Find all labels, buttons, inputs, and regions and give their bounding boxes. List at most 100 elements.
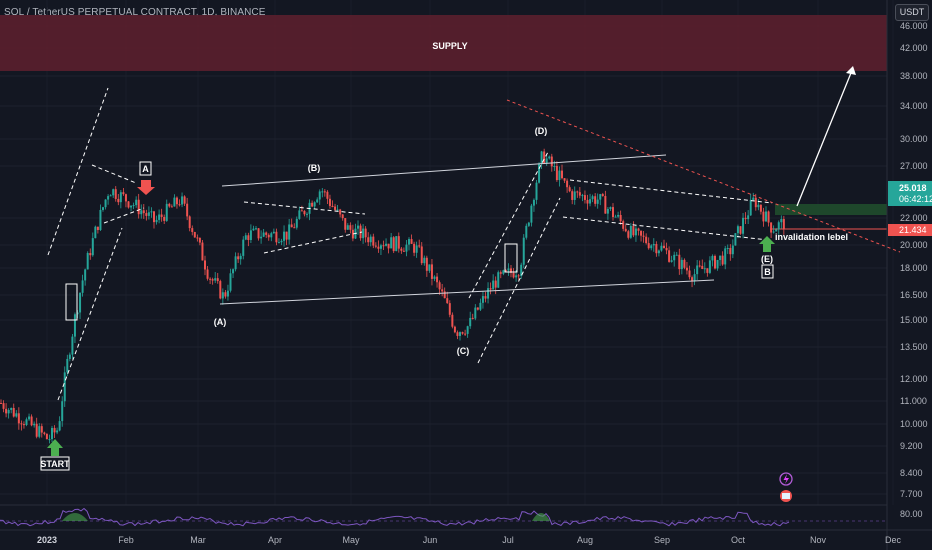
candle-body	[701, 265, 704, 270]
projection-arrowhead	[846, 66, 856, 75]
candle-body	[583, 195, 586, 200]
candle-body	[525, 225, 528, 238]
candle-body	[351, 229, 354, 239]
candle-body	[219, 281, 222, 299]
currency-button[interactable]: USDT	[895, 4, 929, 21]
time-tick-label: Sep	[654, 535, 670, 545]
supply-zone	[0, 15, 887, 71]
candle-body	[193, 231, 196, 238]
wave-a-box	[139, 161, 152, 176]
candle-body	[214, 278, 217, 281]
candle-body	[451, 314, 454, 327]
candle-body	[777, 222, 780, 230]
candle-body	[191, 228, 194, 232]
candle-body	[79, 292, 82, 313]
candle-body	[642, 235, 645, 237]
candle-body	[234, 256, 237, 270]
candle-body	[599, 194, 602, 200]
candle-body	[91, 238, 94, 256]
candle-body	[711, 255, 714, 261]
candle-body	[153, 211, 155, 223]
candle-body	[448, 303, 451, 315]
candle-body	[683, 259, 686, 268]
candle-body	[663, 245, 665, 249]
c-d-lower-dash	[477, 197, 561, 364]
invalidation-price: 21.434	[899, 225, 927, 235]
start-box	[40, 456, 70, 471]
candle-body	[619, 214, 622, 222]
candle-body	[520, 264, 523, 277]
candle-body	[140, 210, 143, 215]
candle-body	[589, 199, 592, 204]
time-tick-label: 2023	[37, 535, 57, 545]
time-axis[interactable]: 2023 Feb Mar Apr May Jun Jul Aug Sep Oct Nov Dec	[37, 535, 902, 545]
candle-body	[487, 288, 490, 299]
price-countdown: 06:42:12	[899, 194, 932, 204]
candle-body	[609, 207, 612, 209]
candle-body	[612, 207, 614, 218]
candle-body	[336, 209, 339, 211]
candle-body	[433, 276, 436, 279]
wave-E-label: (E)	[761, 254, 773, 264]
candle-body	[752, 197, 755, 200]
time-tick-label: Jun	[423, 535, 438, 545]
candle-body	[306, 213, 308, 215]
candle-body	[290, 224, 293, 228]
candle-body	[578, 192, 581, 196]
candle-body	[481, 296, 484, 303]
time-tick-label: Dec	[885, 535, 902, 545]
candle-body	[150, 211, 153, 213]
candle-body	[410, 239, 413, 244]
candle-body	[255, 228, 257, 230]
candle-body	[563, 178, 566, 181]
candle-body	[586, 199, 589, 204]
candle-body	[186, 203, 189, 217]
candle-body	[515, 275, 518, 278]
candle-body	[479, 302, 482, 310]
candle-body	[344, 218, 347, 230]
candle-body	[453, 326, 456, 333]
candle-body	[504, 270, 507, 272]
price-axis[interactable]: 46.000 42.000 38.000 34.000 30.000 27.000 22.0…	[900, 21, 928, 519]
candle-body	[604, 195, 607, 214]
candle-body	[724, 248, 727, 265]
time-tick-label: Apr	[268, 535, 282, 545]
candle-body	[652, 243, 655, 246]
candle-body	[446, 298, 449, 304]
candle-body	[629, 225, 632, 238]
candle-body	[614, 216, 617, 218]
candle-body	[35, 423, 38, 437]
candle-body	[285, 231, 288, 240]
candle-body	[196, 237, 199, 239]
candle-body	[657, 250, 660, 254]
candle-body	[719, 255, 722, 261]
projection-arrow-line	[796, 67, 854, 207]
candle-body	[425, 257, 428, 271]
candle-body	[81, 280, 84, 293]
price-tick-label: 20.000	[900, 240, 928, 250]
candle-body	[736, 226, 739, 234]
candle-body	[349, 225, 352, 230]
candles-group	[0, 148, 785, 444]
candle-body	[10, 407, 13, 410]
candle-body	[124, 194, 127, 202]
candle-body	[367, 237, 370, 243]
candle-body	[226, 290, 229, 297]
candle-body	[339, 209, 342, 215]
candle-body	[650, 245, 653, 249]
candle-body	[459, 332, 461, 336]
triangle-lower-dash	[562, 216, 769, 241]
candle-body	[252, 228, 255, 231]
candle-body	[155, 219, 158, 223]
candle-body	[660, 245, 663, 251]
candle-body	[390, 237, 393, 249]
candle-body	[418, 245, 421, 247]
impulse-upper-dash	[47, 87, 109, 256]
triangle-upper-dash	[569, 179, 773, 204]
wave-D-label: (D)	[535, 126, 548, 136]
candle-body	[385, 243, 388, 246]
buy-arrow-icon-2	[759, 236, 775, 252]
candle-body	[334, 206, 337, 210]
candle-body	[267, 234, 270, 238]
